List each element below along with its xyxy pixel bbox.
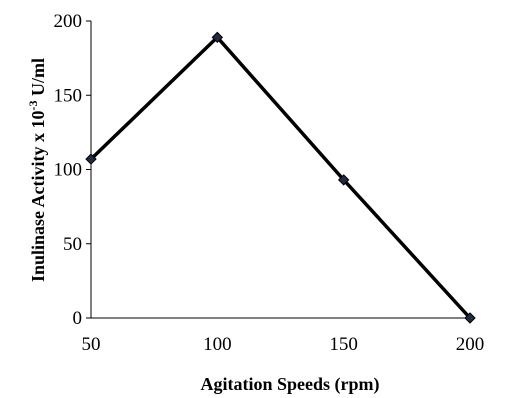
plot-area bbox=[85, 31, 476, 324]
y-axis-title-main: Inulinase Activity x 10 bbox=[28, 110, 48, 282]
y-tick-label: 150 bbox=[54, 85, 83, 106]
y-axis-title-unit: U/ml bbox=[28, 58, 48, 101]
y-axis-title-exponent: -3 bbox=[26, 100, 40, 110]
data-point-marker bbox=[464, 312, 476, 324]
x-axis-title: Agitation Speeds (rpm) bbox=[201, 374, 380, 395]
y-tick-label: 100 bbox=[54, 160, 83, 181]
y-tick-label: 0 bbox=[73, 308, 83, 329]
axes bbox=[90, 21, 470, 319]
svg-text:Inulinase Activity x 10-3 U/m: Inulinase Activity x 10-3 U/ml bbox=[26, 58, 48, 282]
x-tick-label: 200 bbox=[456, 334, 485, 355]
tick-labels: 0 50 100 150 200 50 100 150 200 bbox=[54, 11, 485, 355]
data-point-marker bbox=[337, 174, 350, 186]
x-tick-label: 150 bbox=[329, 334, 358, 355]
data-point-marker bbox=[85, 153, 97, 165]
series-line bbox=[89, 34, 472, 320]
y-axis-title: Inulinase Activity x 10-3 U/ml bbox=[26, 58, 48, 282]
y-tick-label: 200 bbox=[54, 11, 83, 32]
x-tick-label: 50 bbox=[82, 334, 101, 355]
data-point-marker bbox=[211, 31, 224, 44]
x-tick-label: 100 bbox=[203, 334, 232, 355]
y-tick-label: 50 bbox=[63, 234, 82, 255]
